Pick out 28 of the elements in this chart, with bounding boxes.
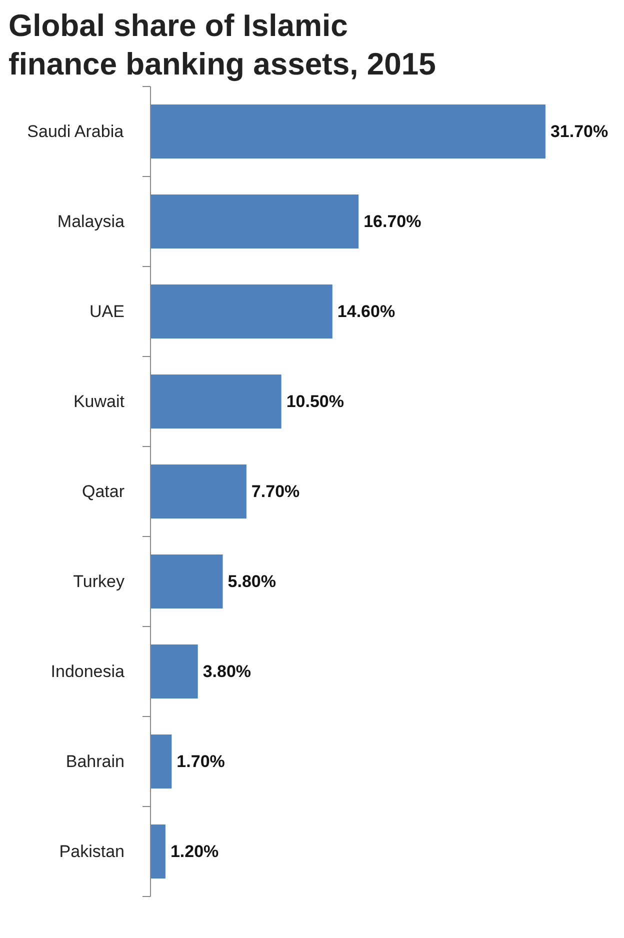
bar [150, 734, 172, 788]
data-label: 7.70% [251, 482, 300, 501]
y-tick-label: Malaysia [57, 212, 126, 231]
bar [150, 824, 166, 878]
data-label: 10.50% [286, 392, 344, 411]
data-label: 3.80% [202, 662, 252, 681]
data-label: 16.70% [364, 212, 422, 231]
bar [150, 194, 359, 248]
data-label: 1.70% [176, 752, 225, 771]
y-tick-label: Qatar [82, 482, 125, 501]
y-tick-label: Turkey [73, 572, 125, 591]
bar [150, 464, 246, 518]
y-tick-label: Indonesia [50, 662, 126, 681]
bar [150, 554, 223, 608]
data-label: 5.80% [228, 572, 276, 591]
data-label: 31.70% [550, 122, 608, 141]
y-tick-label: Bahrain [66, 752, 125, 771]
y-tick-label: Saudi Arabia [27, 122, 124, 141]
y-tick-label: Pakistan [59, 842, 124, 861]
y-tick-label: UAE [90, 302, 125, 321]
data-label: 14.60% [337, 302, 396, 321]
bar [150, 104, 546, 158]
chart-title: Global share of Islamic finance banking assets, 2015 [8, 8, 436, 82]
bar [150, 284, 332, 338]
y-tick-label: Kuwait [73, 392, 125, 411]
data-label: 1.20% [170, 842, 219, 861]
bar [150, 644, 198, 698]
bar [150, 374, 282, 428]
